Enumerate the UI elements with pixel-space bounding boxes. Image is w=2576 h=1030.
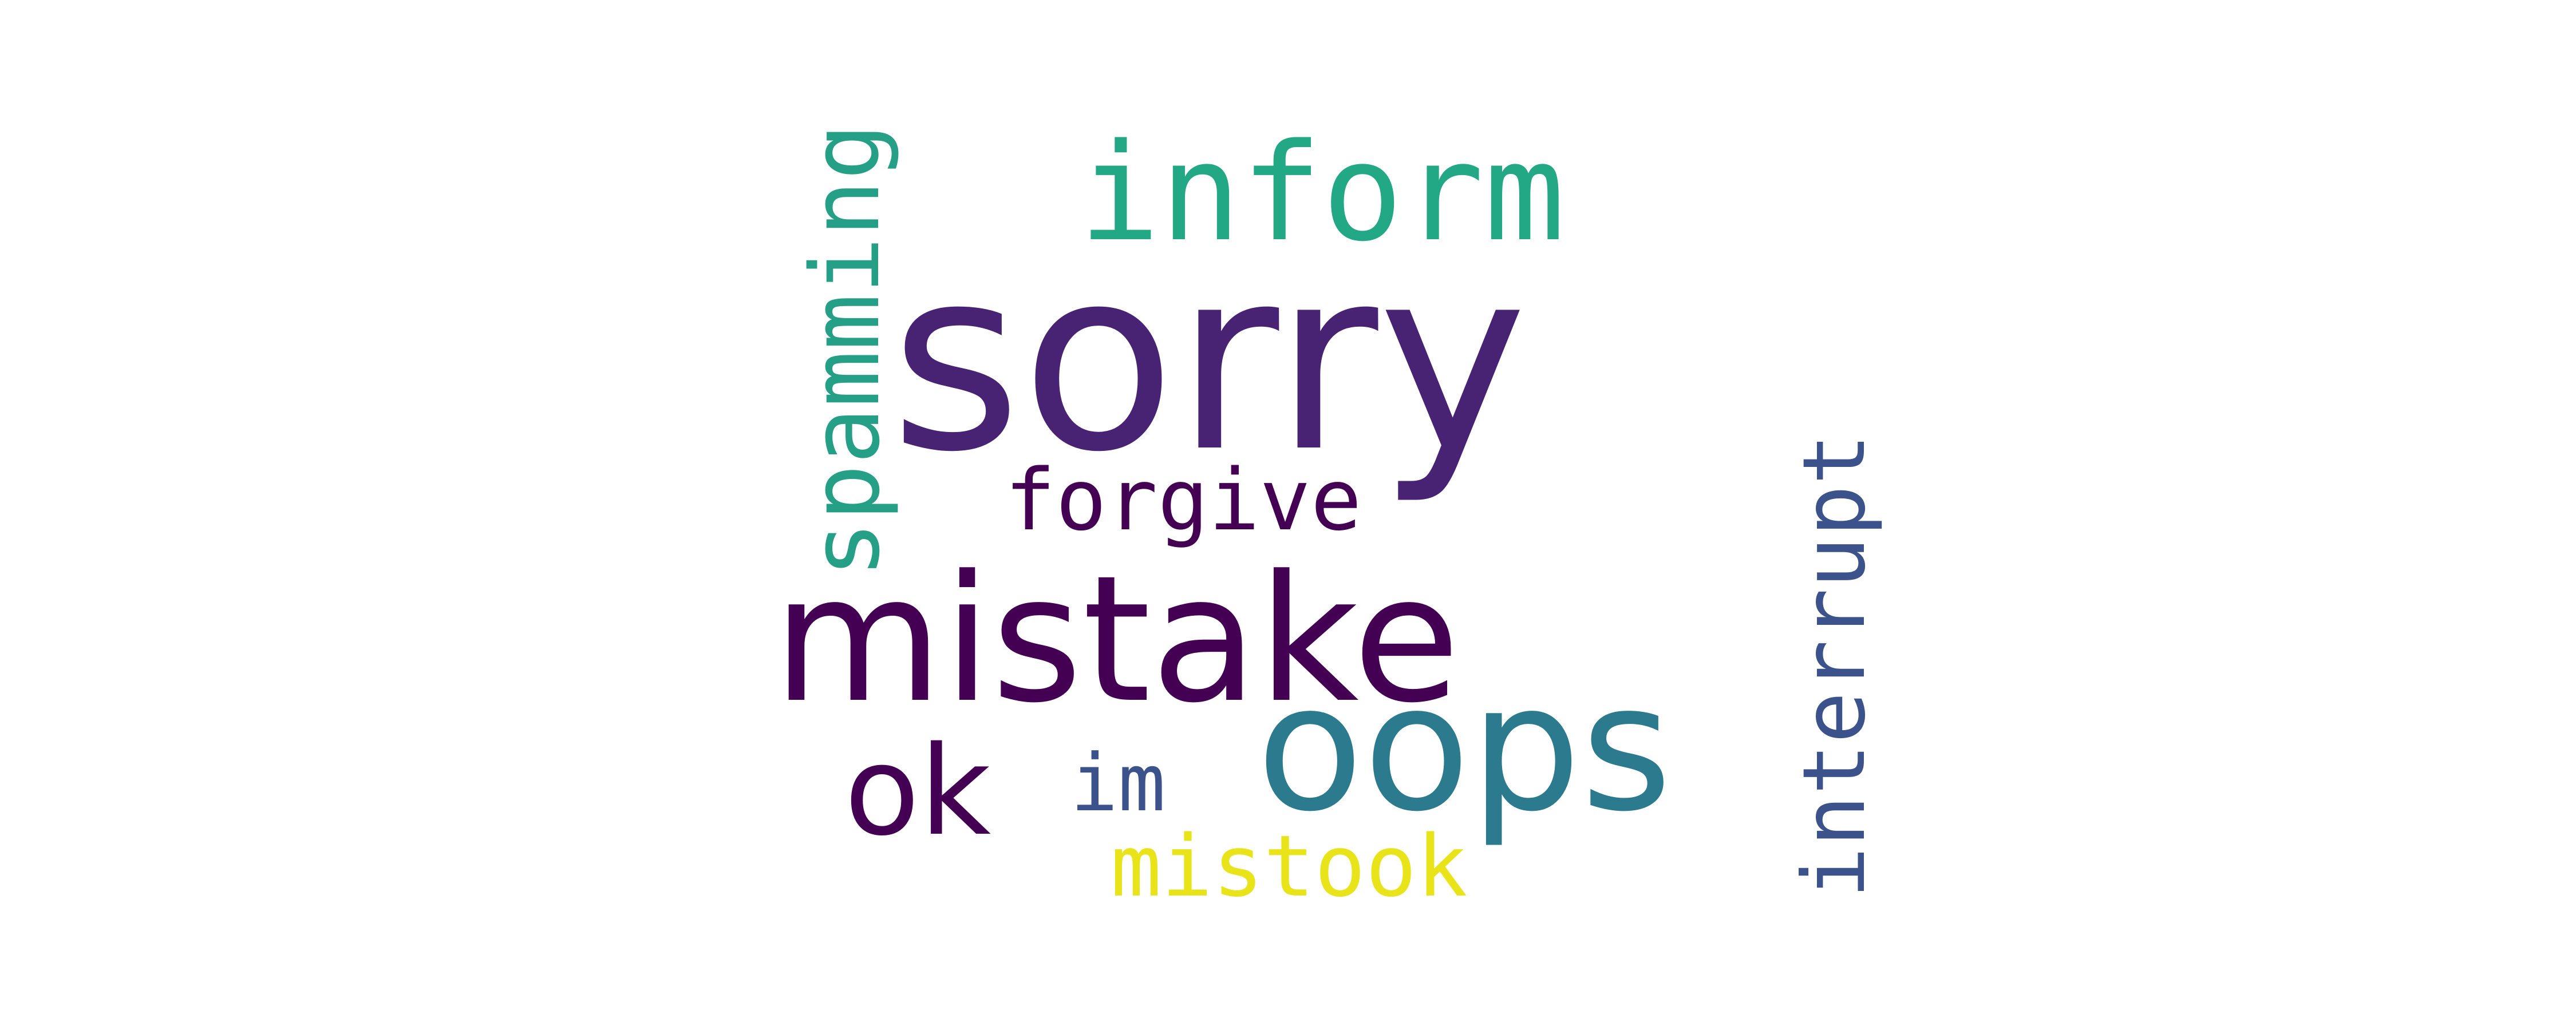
word-interrupt: interrupt [1785,433,1884,898]
word-oops: oops [1257,647,1672,850]
word-mistook: mistook [1111,817,1468,916]
word-sorry: sorry [890,214,1527,507]
word-mistake: mistake [773,538,1460,741]
word-spamming: spamming [791,123,900,578]
word-ok: ok [844,719,991,863]
word-inform: inform [1079,115,1565,271]
word-im: im [1070,737,1166,829]
word-forgive: forgive [1005,451,1362,549]
